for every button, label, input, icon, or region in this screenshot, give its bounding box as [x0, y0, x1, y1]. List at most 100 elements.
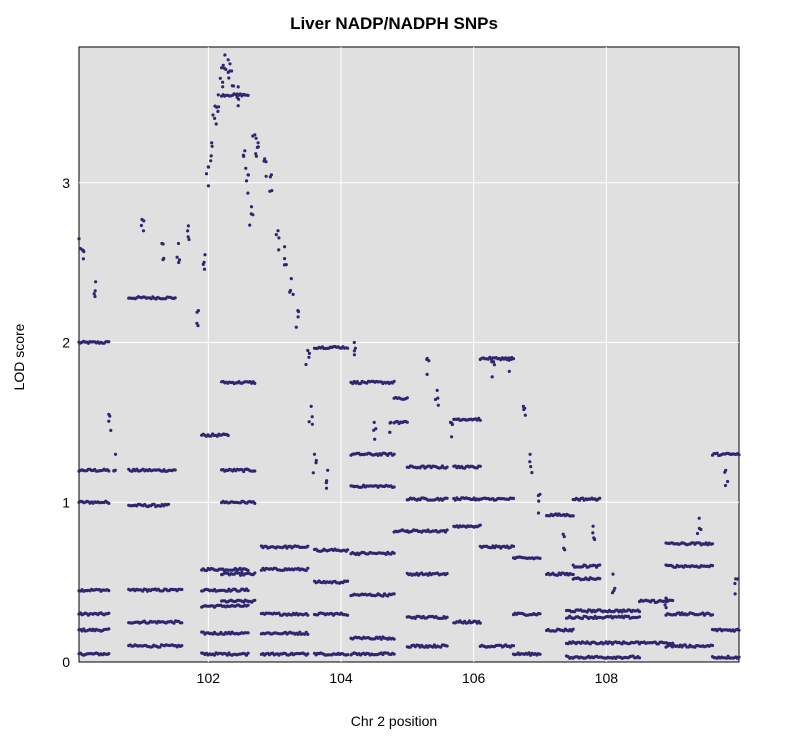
snp-point [246, 191, 250, 195]
snp-point [733, 592, 737, 596]
snp-point [306, 348, 310, 353]
snp-point [312, 452, 317, 456]
snp-point [637, 615, 642, 619]
snp-point [352, 353, 356, 357]
snp-point [445, 496, 449, 500]
snp-point [177, 260, 181, 265]
snp-point [166, 502, 171, 506]
snp-point [204, 172, 209, 176]
snp-point [180, 587, 184, 592]
snp-point [637, 656, 642, 660]
points-layer [77, 53, 741, 661]
snp-point [450, 435, 454, 439]
snp-point [307, 351, 311, 355]
snp-point [187, 237, 191, 242]
snp-point [392, 485, 396, 489]
y-tick-label: 2 [62, 335, 70, 351]
snp-point [392, 652, 396, 656]
snp-point [591, 531, 595, 535]
x-tick-label: 104 [329, 670, 353, 686]
snp-point [445, 571, 449, 576]
snp-point [346, 653, 350, 657]
snp-point [212, 653, 217, 657]
snp-point [203, 253, 207, 257]
snp-point [490, 360, 494, 364]
snp-point [107, 589, 111, 593]
snp-point [93, 294, 97, 299]
snp-point [538, 556, 542, 561]
snp-point [314, 458, 318, 463]
snp-point [206, 165, 211, 169]
snp-point [538, 652, 542, 656]
snp-point [697, 526, 702, 531]
snp-point [274, 233, 278, 237]
snp-point [710, 542, 715, 546]
snp-point [141, 229, 146, 233]
snp-point [253, 571, 257, 575]
snp-point [277, 248, 281, 252]
snp-point [113, 452, 118, 456]
snp-point [450, 422, 454, 427]
snp-point [210, 141, 214, 145]
snp-point [94, 280, 98, 284]
snp-point [306, 652, 310, 656]
snp-point [306, 544, 310, 548]
snp-point [537, 499, 541, 503]
snp-point [373, 437, 377, 441]
snp-point [613, 586, 617, 590]
snp-point [478, 418, 482, 422]
snp-point [216, 109, 220, 113]
snp-point [228, 69, 232, 73]
snp-point [695, 531, 700, 536]
snp-point [304, 568, 308, 573]
snp-point [445, 615, 449, 619]
grid-layer [79, 47, 739, 662]
snp-point [112, 469, 116, 473]
snp-point [251, 134, 255, 138]
snp-point [736, 577, 740, 581]
snp-point [528, 460, 532, 464]
snp-point [374, 427, 378, 431]
snp-point [202, 260, 206, 264]
snp-point [304, 362, 308, 367]
snp-point [309, 404, 313, 408]
snp-point [254, 152, 258, 156]
snp-point [221, 85, 225, 89]
snp-point [710, 564, 715, 568]
snp-point [186, 235, 190, 239]
snp-point [296, 315, 300, 319]
snp-point [529, 465, 533, 469]
snp-point [445, 465, 449, 469]
snp-point [161, 242, 165, 246]
snp-point [218, 76, 222, 80]
chart-title: Liver NADP/NADPH SNPs [290, 14, 498, 33]
snp-point [671, 598, 675, 603]
snp-point [173, 296, 177, 300]
snp-point [186, 224, 190, 228]
snp-point [284, 263, 288, 267]
snp-point [392, 551, 396, 555]
snp-point [427, 359, 431, 363]
snp-point [598, 577, 602, 581]
snp-point [352, 349, 356, 353]
snp-point [237, 97, 241, 101]
snp-point [246, 631, 250, 635]
snp-point [227, 76, 231, 80]
snp-point [107, 501, 111, 505]
snp-point [215, 105, 219, 109]
snp-point [220, 66, 224, 70]
snp-point [388, 430, 392, 434]
snp-point [346, 579, 350, 583]
snp-point [268, 175, 272, 179]
axes-layer: 102 104 106 108 0 1 2 3 [62, 175, 618, 686]
snp-point [186, 229, 190, 233]
snp-point [296, 632, 300, 637]
snp-point [306, 566, 310, 570]
snp-point [243, 149, 247, 153]
snp-point [221, 80, 225, 84]
snp-point [222, 66, 226, 70]
snp-point [306, 632, 310, 637]
snp-point [264, 174, 268, 178]
snp-point [598, 496, 602, 500]
snp-point [737, 628, 741, 632]
